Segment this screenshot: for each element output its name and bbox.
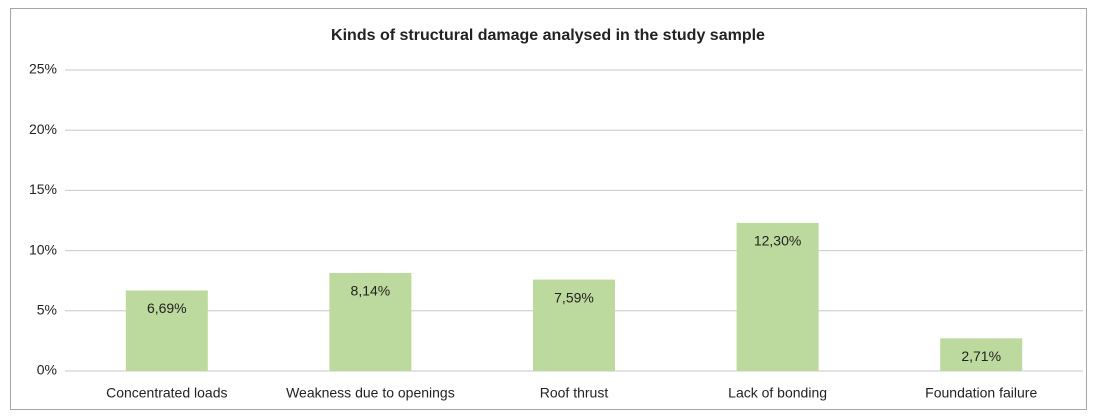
y-tick-label: 0% [37, 362, 57, 378]
x-tick-label: Roof thrust [540, 385, 609, 401]
y-tick-label: 15% [29, 181, 57, 197]
x-tick-label: Lack of bonding [728, 385, 827, 401]
y-tick-label: 5% [37, 302, 57, 318]
value-label: 6,69% [147, 300, 187, 316]
bar [125, 290, 208, 371]
x-tick-label: Concentrated loads [106, 385, 227, 401]
y-tick-label: 25% [29, 61, 57, 77]
bar [940, 338, 1023, 371]
bar [533, 279, 615, 371]
y-tick-label: 10% [29, 241, 57, 257]
x-tick-label: Foundation failure [925, 385, 1037, 401]
bar [329, 272, 412, 371]
bar [736, 222, 819, 371]
value-label: 7,59% [554, 289, 594, 305]
value-label: 12,30% [754, 233, 801, 249]
value-label: 2,71% [961, 348, 1001, 364]
chart-title: Kinds of structural damage analysed in t… [331, 27, 765, 44]
y-tick-label: 20% [29, 121, 57, 137]
x-tick-label: Weakness due to openings [286, 385, 455, 401]
value-label: 8,14% [351, 283, 391, 299]
